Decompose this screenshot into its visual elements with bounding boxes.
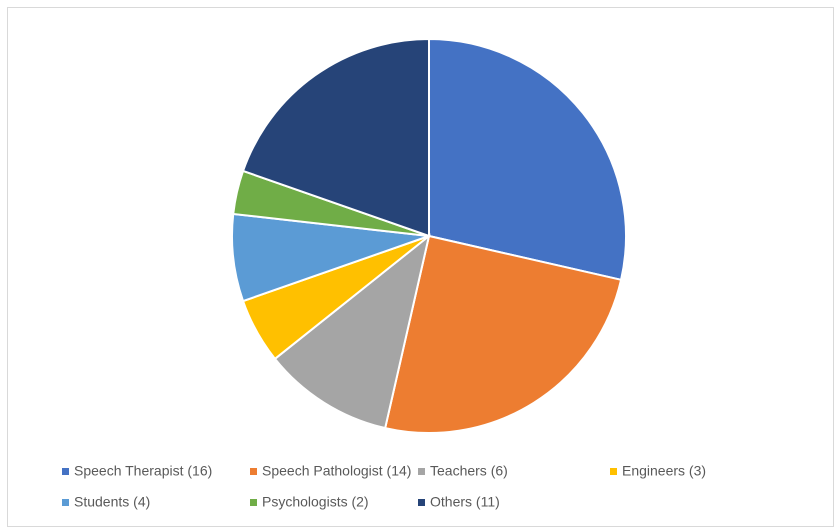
legend-swatch <box>418 499 425 506</box>
legend-label: Engineers (3) <box>622 463 706 479</box>
legend-swatch <box>418 468 425 475</box>
pie-slice <box>383 234 623 434</box>
legend-swatch <box>250 468 257 475</box>
legend-label: Others (11) <box>430 494 500 510</box>
legend-swatch <box>62 499 69 506</box>
pie-slice <box>428 37 627 282</box>
legend-label: Speech Therapist (16) <box>74 463 212 479</box>
pie-slice <box>241 37 430 238</box>
legend-label: Teachers (6) <box>430 463 508 479</box>
pie-slice <box>273 233 431 430</box>
legend-label: Psychologists (2) <box>262 494 369 510</box>
legend-swatch <box>610 468 617 475</box>
legend-swatch <box>250 499 257 506</box>
legend-swatch <box>62 468 69 475</box>
legend-label: Speech Pathologist (14) <box>262 463 411 479</box>
legend-label: Students (4) <box>74 494 150 510</box>
